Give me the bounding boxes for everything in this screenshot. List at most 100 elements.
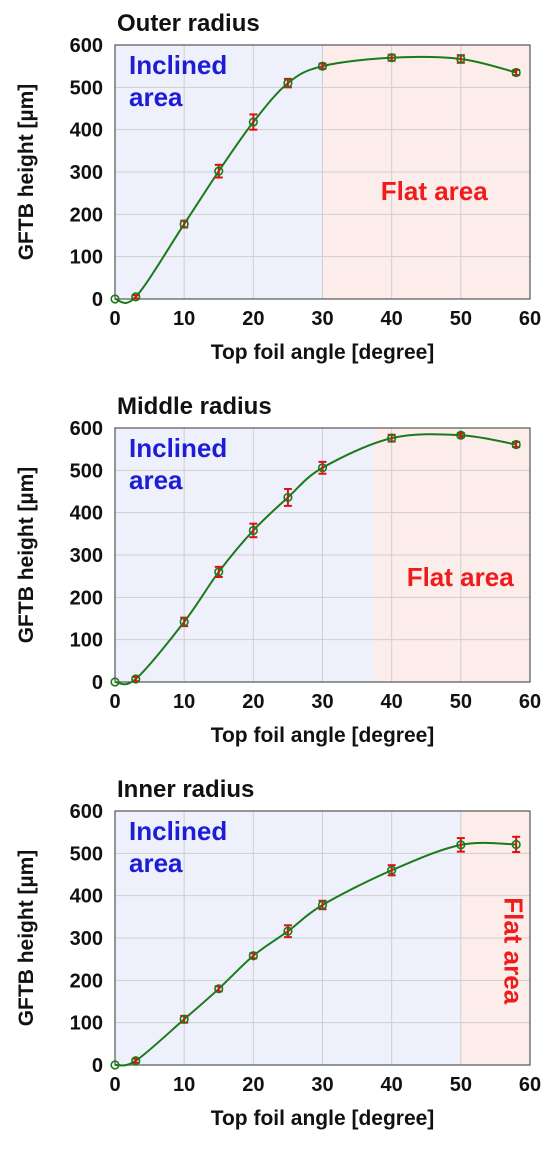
x-tick-label: 40	[381, 308, 403, 330]
region-label-inclined: Inclined area	[129, 433, 227, 495]
data-point	[283, 78, 293, 88]
plot-frame	[114, 427, 531, 683]
y-tick-label: 400	[70, 503, 103, 525]
data-point	[214, 984, 224, 994]
data-point	[110, 677, 120, 687]
chart-title: Outer radius	[117, 10, 260, 37]
data-point	[131, 1056, 141, 1066]
x-tick-label: 30	[311, 1074, 333, 1096]
chart-title: Middle radius	[117, 393, 272, 420]
chart-title: Inner radius	[117, 776, 254, 803]
x-tick-label: 10	[173, 1074, 195, 1096]
region-label-flat: Flat area	[407, 562, 514, 592]
y-tick-label: 600	[70, 35, 103, 57]
data-point	[179, 617, 189, 627]
x-tick-label: 50	[450, 691, 472, 713]
x-axis-label: Top foil angle [degree]	[211, 724, 435, 747]
y-axis-label: GFTB height [µm]	[15, 467, 38, 644]
x-tick-label: 20	[242, 308, 264, 330]
y-tick-label: 100	[70, 1013, 103, 1035]
x-tick-label: 60	[519, 1074, 541, 1096]
x-tick-label: 60	[519, 308, 541, 330]
data-point	[248, 117, 258, 127]
data-point	[456, 54, 466, 64]
x-tick-label: 20	[242, 691, 264, 713]
y-tick-label: 0	[92, 672, 103, 694]
data-point	[179, 1014, 189, 1024]
y-axis-label: GFTB height [µm]	[15, 84, 38, 261]
data-point	[317, 61, 328, 71]
y-tick-label: 200	[70, 204, 103, 226]
chart-panel-outer-radius: Inclined area Flat area 0 10 20 30 40 50 60 0 100 20…	[0, 0, 550, 383]
error-bar	[283, 487, 292, 507]
y-axis-label: GFTB height [µm]	[15, 850, 38, 1027]
x-tick-label: 30	[311, 308, 333, 330]
data-point	[248, 525, 258, 536]
region-label-line: Inclined	[129, 816, 227, 846]
x-tick-label: 10	[173, 308, 195, 330]
plot-frame	[114, 44, 531, 300]
x-tick-label: 40	[381, 1074, 403, 1096]
data-point	[214, 166, 224, 176]
y-tick-label: 300	[70, 928, 103, 950]
x-tick-label: 50	[450, 1074, 472, 1096]
x-tick-label: 0	[109, 691, 120, 713]
x-tick-label: 0	[109, 1074, 120, 1096]
region-label-line: Inclined	[129, 50, 227, 80]
x-tick-label: 40	[381, 691, 403, 713]
data-point	[179, 219, 189, 229]
data-point	[456, 430, 466, 440]
y-tick-label: 600	[70, 801, 103, 823]
region-label-line: Inclined	[129, 433, 227, 463]
y-tick-label: 100	[70, 247, 103, 269]
x-tick-label: 10	[173, 691, 195, 713]
series-line	[114, 433, 517, 686]
region-label-line: area	[129, 465, 183, 495]
data-point	[511, 839, 521, 850]
chart-panel-inner-radius: Inclined area Flat area 0 10 20 30 40 50 60 0 100 20…	[0, 766, 550, 1149]
data-point	[283, 492, 293, 503]
data-point	[131, 292, 141, 302]
x-tick-label: 60	[519, 691, 541, 713]
region-label-inclined: Inclined area	[129, 816, 227, 878]
data-point	[387, 433, 397, 443]
region-label-line: area	[129, 82, 183, 112]
y-tick-label: 0	[92, 289, 103, 311]
region-label-line: area	[129, 848, 183, 878]
error-bar	[249, 113, 258, 131]
y-tick-label: 500	[70, 77, 103, 99]
y-tick-label: 400	[70, 886, 103, 908]
y-tick-label: 400	[70, 120, 103, 142]
x-tick-label: 50	[450, 308, 472, 330]
y-tick-label: 600	[70, 418, 103, 440]
error-bar	[512, 835, 521, 854]
data-point	[110, 294, 120, 304]
data-point	[131, 674, 141, 684]
data-point	[456, 840, 466, 850]
y-tick-label: 500	[70, 843, 103, 865]
data-point	[248, 951, 258, 961]
plot-frame	[114, 810, 531, 1066]
data-point	[110, 1060, 120, 1070]
y-tick-label: 100	[70, 630, 103, 652]
data-point	[511, 67, 521, 78]
data-point	[317, 463, 328, 473]
y-tick-label: 200	[70, 587, 103, 609]
y-tick-label: 300	[70, 545, 103, 567]
y-tick-label: 0	[92, 1055, 103, 1077]
region-label-flat: Flat area	[381, 176, 488, 206]
x-tick-label: 30	[311, 691, 333, 713]
data-point	[387, 865, 397, 875]
x-tick-label: 20	[242, 1074, 264, 1096]
region-label-flat: Flat area	[498, 897, 528, 1004]
series-line	[114, 841, 517, 1067]
chart-svg: Inclined area Flat area 0 10 20 30 40 50 600 100 20…	[15, 10, 541, 364]
chart-panel-middle-radius: Inclined area Flat area 0 10 20 30 40 50 60 0 100 20…	[0, 383, 550, 766]
data-point	[283, 926, 293, 936]
y-tick-label: 500	[70, 460, 103, 482]
data-point	[317, 900, 328, 910]
region-label-inclined: Inclined area	[129, 50, 227, 112]
y-tick-label: 300	[70, 162, 103, 184]
